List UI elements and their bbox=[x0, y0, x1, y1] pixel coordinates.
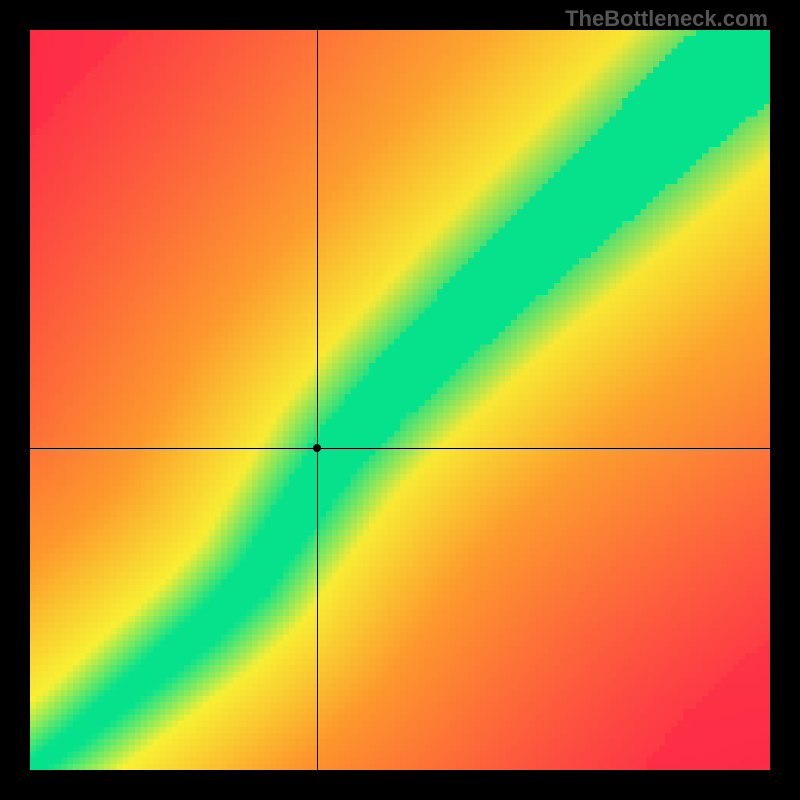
heatmap-canvas bbox=[30, 30, 770, 770]
chart-frame: TheBottleneck.com bbox=[0, 0, 800, 800]
crosshair-vertical bbox=[317, 30, 318, 770]
plot-area bbox=[30, 30, 770, 770]
crosshair-horizontal bbox=[30, 448, 770, 449]
watermark-text: TheBottleneck.com bbox=[565, 6, 768, 32]
